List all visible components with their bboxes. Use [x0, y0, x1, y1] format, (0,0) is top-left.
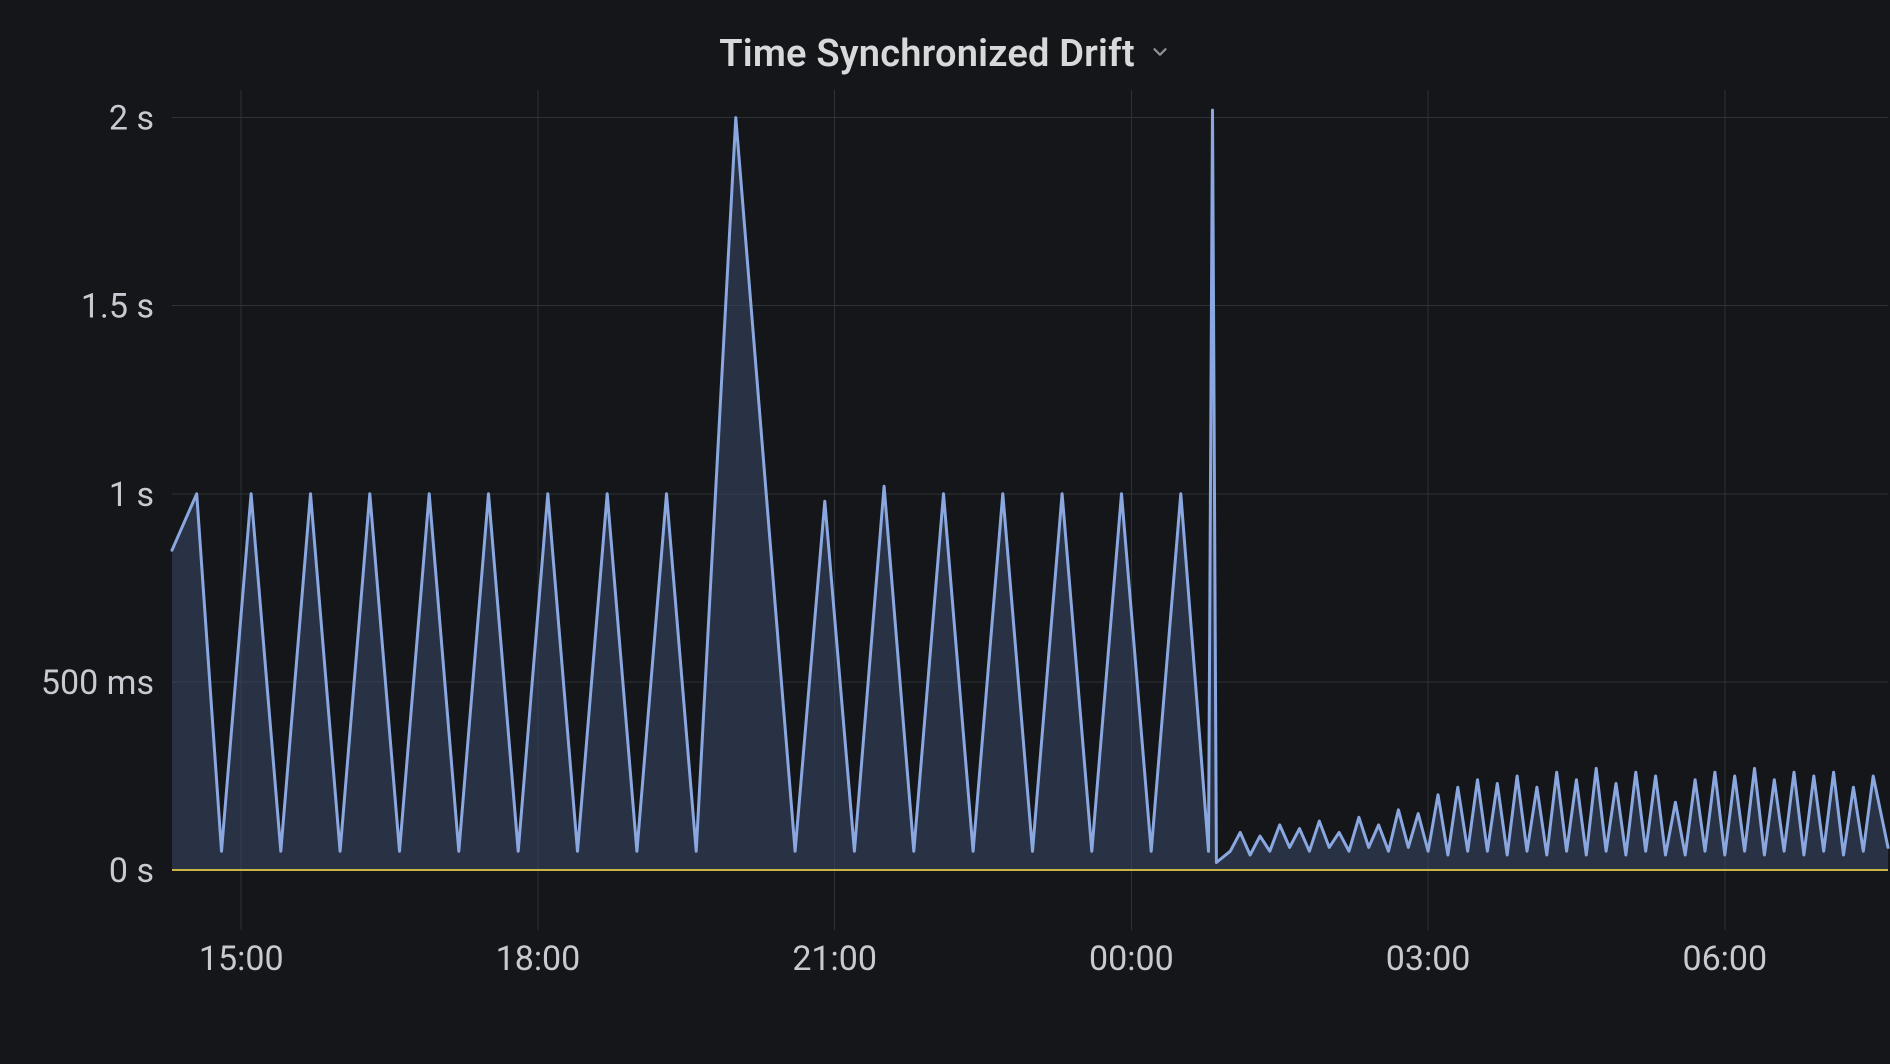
panel-title: Time Synchronized Drift	[719, 32, 1135, 76]
chart-svg: 0 s 500 ms 1 s 1.5 s 2 s 15:00 18:00 21:00 00:00…	[0, 90, 1890, 1064]
chart-area[interactable]: 0 s 500 ms 1 s 1.5 s 2 s 15:00 18:00 21:00 00:00…	[0, 90, 1890, 1064]
x-axis-label: 21:00	[792, 939, 877, 979]
x-axis-label: 00:00	[1089, 939, 1174, 979]
x-axis-label: 06:00	[1682, 939, 1767, 979]
x-axis-label: 18:00	[496, 939, 581, 979]
panel-title-row[interactable]: Time Synchronized Drift	[0, 0, 1890, 90]
chart-panel: Time Synchronized Drift 0 s 500 ms 1 s 1.5 …	[0, 0, 1890, 1064]
x-axis-label: 15:00	[199, 939, 284, 979]
y-axis-label: 500 ms	[41, 663, 154, 703]
y-axis-label: 2 s	[109, 99, 154, 139]
y-axis-label: 0 s	[109, 851, 154, 891]
y-axis-label: 1.5 s	[81, 287, 154, 327]
x-axis-label: 03:00	[1386, 939, 1471, 979]
series-area	[172, 110, 1888, 870]
y-axis-label: 1 s	[109, 475, 154, 515]
chevron-down-icon	[1149, 41, 1171, 67]
